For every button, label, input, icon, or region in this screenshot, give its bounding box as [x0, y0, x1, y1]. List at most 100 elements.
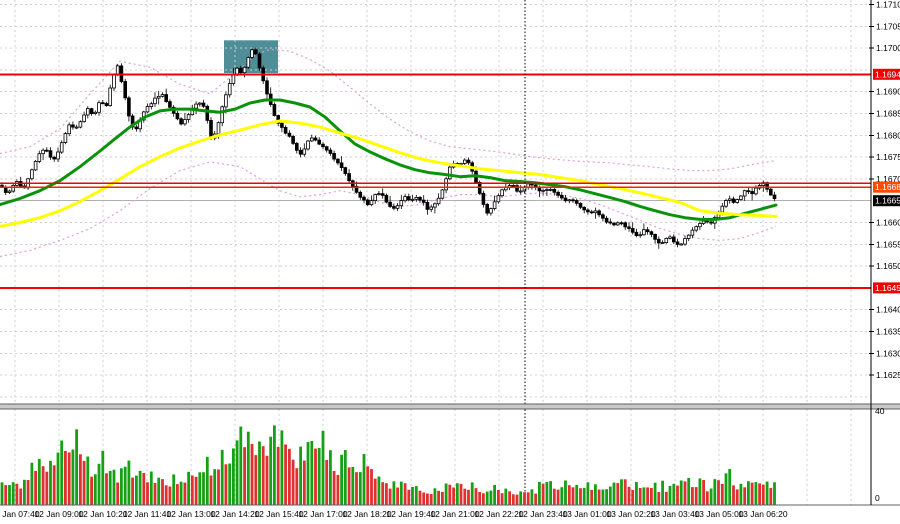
candle-body	[298, 149, 303, 155]
pane-separator[interactable]	[0, 404, 900, 409]
candle-body	[313, 137, 318, 141]
price-axis-label[interactable]: 1.1635	[876, 327, 900, 337]
candle-body	[746, 190, 751, 193]
candle-body	[597, 210, 601, 216]
candle-body	[634, 231, 639, 237]
volume-bar	[676, 485, 679, 505]
candle-body	[769, 188, 773, 196]
price-axis-label[interactable]: 1.1630	[876, 348, 900, 358]
candle-body	[492, 201, 497, 210]
volume-bar	[411, 486, 414, 505]
price-axis-label[interactable]: 1.1690	[876, 87, 900, 97]
candle-body	[332, 152, 336, 160]
price-axis-label[interactable]: 1.1625	[876, 370, 900, 380]
volume-bar	[37, 458, 41, 505]
candle-body	[429, 206, 433, 210]
candle-body	[242, 66, 247, 74]
price-axis-label[interactable]: 1.1650	[876, 261, 900, 271]
time-axis-label: 13 Jan 01:00	[562, 509, 612, 519]
candle-body	[560, 194, 564, 199]
bollinger-lower-band	[0, 161, 777, 258]
volume-bar	[638, 488, 642, 505]
volume-bar	[183, 482, 187, 505]
price-axis-label[interactable]: 1.1640	[876, 305, 900, 315]
volume-bar	[724, 473, 728, 505]
price-axis-label[interactable]: 1.1660	[876, 218, 900, 228]
volume-bar	[205, 456, 209, 505]
price-axis-label[interactable]: 1.1675	[876, 152, 900, 162]
candle-body	[649, 231, 654, 235]
price-axis-label[interactable]: 1.1710	[876, 0, 900, 10]
candle-body	[444, 178, 448, 191]
candle-body	[511, 185, 516, 187]
candle-body	[545, 189, 549, 191]
volume-bar	[713, 479, 717, 505]
price-axis-label[interactable]: 1.1685	[876, 109, 900, 119]
candle-body	[104, 103, 109, 106]
candle-body	[309, 137, 314, 142]
volume-bar	[194, 476, 198, 505]
volume-bar	[620, 479, 623, 505]
volume-bar	[552, 488, 556, 505]
candle-body	[224, 94, 228, 108]
candle-body	[227, 83, 232, 96]
candle-body	[421, 199, 426, 203]
candle-body	[690, 229, 695, 236]
candle-body	[67, 124, 72, 135]
volume-bar	[590, 489, 594, 505]
candle-body	[489, 208, 493, 214]
candle-body	[567, 199, 572, 202]
volume-bar	[672, 483, 676, 505]
price-axis-label[interactable]: 1.1700	[876, 43, 900, 53]
candle-body	[63, 133, 68, 144]
candle-body	[601, 214, 605, 219]
candle-body	[265, 80, 269, 95]
candle-body	[433, 203, 437, 208]
candle-body	[343, 167, 348, 175]
volume-bar	[418, 490, 422, 505]
candle-body	[675, 241, 680, 245]
time-axis-label: 12 Jan 22:20	[474, 509, 524, 519]
volume-bar	[567, 485, 571, 505]
candle-body	[440, 189, 445, 199]
price-axis-label[interactable]: 1.1705	[876, 21, 900, 31]
price-axis-label[interactable]: 1.1655	[876, 239, 900, 249]
candle-body	[462, 159, 467, 164]
candle-body	[754, 187, 758, 195]
candle-body	[175, 112, 180, 120]
volume-bar	[79, 454, 82, 505]
volume-bar	[176, 484, 179, 505]
time-axis-label: 12 Jan 11:40	[122, 509, 172, 519]
candle-body	[78, 121, 83, 128]
volume-bar	[280, 430, 284, 505]
volume-bar	[164, 485, 168, 505]
candle-body	[317, 139, 321, 145]
candle-body	[74, 126, 79, 129]
candle-body	[365, 199, 370, 206]
volume-bar	[769, 487, 773, 505]
price-axis-label[interactable]: 1.1680	[876, 130, 900, 140]
volume-bar	[343, 450, 347, 505]
candle-body	[571, 199, 575, 202]
volume-bar	[493, 485, 496, 505]
price-axis-label[interactable]: 1.1670	[876, 174, 900, 184]
volume-bar	[497, 490, 500, 505]
volume-bar	[232, 448, 235, 505]
candle-body	[578, 202, 583, 208]
volume-bar	[732, 485, 735, 505]
volume-scale-max-label: 40	[875, 406, 885, 416]
volume-bar	[135, 475, 138, 505]
candle-body	[45, 149, 49, 152]
candle-body	[586, 209, 590, 213]
volume-bar	[265, 455, 269, 505]
volume-bar	[545, 482, 549, 505]
candle-body	[127, 97, 131, 117]
candle-body	[183, 119, 187, 125]
volume-bar	[153, 483, 157, 505]
volume-bar	[482, 493, 485, 505]
volume-bar	[90, 476, 93, 505]
candle-body	[321, 143, 325, 148]
volume-bar	[190, 475, 194, 505]
